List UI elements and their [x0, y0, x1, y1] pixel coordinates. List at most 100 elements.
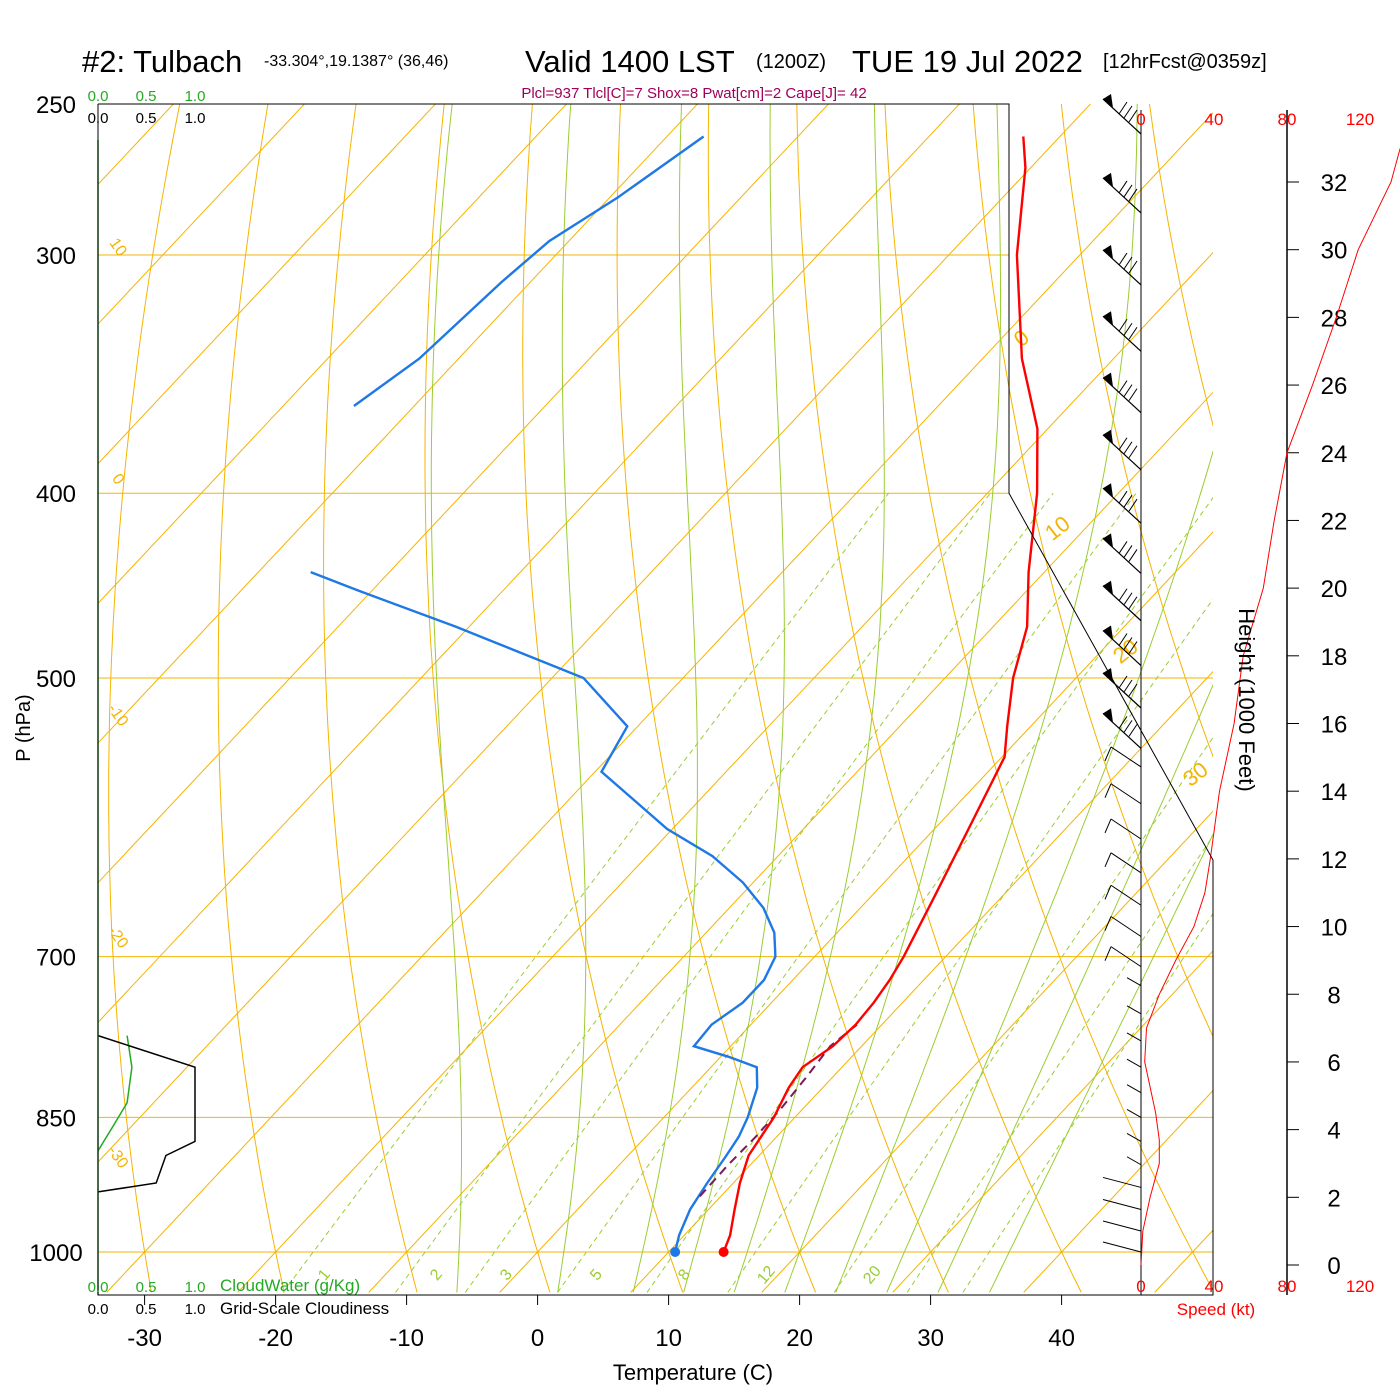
height-tick-label: 14 — [1321, 779, 1348, 806]
height-tick-label: 24 — [1321, 441, 1348, 468]
dry-adiabat — [108, 104, 181, 1293]
pressure-tick-label: 500 — [36, 666, 76, 693]
height-tick-label: 30 — [1321, 238, 1348, 265]
wind-barb-flag — [1103, 483, 1113, 498]
wind-barb-tick — [1118, 675, 1128, 689]
isotherm-line — [98, 104, 699, 744]
moist-adiabat — [989, 833, 1213, 1293]
wind-barb-staff — [1126, 1108, 1142, 1118]
cloudiness-tick-bottom: 0.5 — [136, 1301, 157, 1318]
wind-barb-staff — [1102, 672, 1142, 709]
wind-barb-flag — [1103, 708, 1113, 723]
wind-barb-flag — [1103, 429, 1113, 444]
wind-barb-tick — [1118, 180, 1128, 194]
mixing-ratio-line — [906, 835, 1213, 1293]
height-tick-label: 0 — [1327, 1253, 1340, 1280]
dry-adiabat — [707, 104, 949, 1293]
plot-frame — [97, 103, 1214, 1296]
wind-barb-tick — [1123, 637, 1133, 650]
wind-barb-tick — [1104, 946, 1112, 961]
wind-barb-staff — [1102, 377, 1142, 414]
dry-adiabat-label: -20 — [104, 923, 131, 952]
isotherm-line — [98, 104, 830, 884]
wind-barb — [1102, 1176, 1142, 1188]
wind-barb-tick — [1128, 641, 1138, 654]
moist-adiabat — [835, 104, 1138, 1293]
wind-barb-staff — [1102, 712, 1142, 749]
pressure-tick-label: 400 — [36, 481, 76, 508]
cloudiness-tick-top: 1.0 — [185, 110, 206, 127]
wind-barb-tick — [1123, 184, 1133, 198]
wind-barb-tick — [1123, 441, 1133, 455]
isotherm-line — [237, 251, 1213, 1293]
wind-barb — [1104, 818, 1142, 840]
moist-adiabat — [430, 104, 462, 1293]
valid-time: Valid 1400 LST — [525, 44, 735, 79]
wind-barb — [1102, 94, 1142, 135]
sounding-profiles — [310, 135, 1039, 1257]
wind-barb — [1104, 916, 1142, 937]
wind-barb — [1102, 372, 1142, 414]
wind-barb — [1126, 1032, 1142, 1042]
temperature-tick-label: 40 — [1048, 1325, 1075, 1352]
isotherm-line — [98, 104, 437, 465]
wind-barb-staff — [1110, 852, 1142, 874]
temperature-tick-label: -20 — [258, 1325, 293, 1352]
wind-barb-flag — [1103, 311, 1113, 326]
wind-barb-staff — [1126, 1005, 1142, 1015]
wind-barb-tick — [1128, 724, 1138, 737]
cloudwater-tick-top: 0.0 — [88, 88, 109, 105]
cloudiness-tick-bottom: 1.0 — [185, 1301, 206, 1318]
cloudwater-tick-bottom: 0.5 — [136, 1279, 157, 1296]
surface-dewpoint-dot — [670, 1247, 681, 1257]
temperature-tick-label: -10 — [389, 1325, 424, 1352]
wind-barb-staff — [1102, 1176, 1142, 1188]
moist-adiabat — [632, 104, 698, 1293]
wind-barb-staff — [1126, 1084, 1142, 1094]
height-tick-label: 8 — [1327, 982, 1340, 1009]
wind-barb — [1126, 1108, 1142, 1118]
temperature-tick-label: 10 — [655, 1325, 682, 1352]
isotherm-line — [1154, 1229, 1213, 1293]
mixing-ratio-label: 5 — [587, 1266, 606, 1284]
wind-barb-staff — [1102, 487, 1142, 524]
wind-barb — [1102, 483, 1142, 524]
station-coords: -33.304°,19.1387° (36,46) — [264, 53, 448, 70]
pressure-tick-label: 300 — [36, 243, 76, 270]
wind-barb — [1102, 580, 1142, 622]
speed-tick-top: 80 — [1278, 110, 1297, 129]
wind-barb-staff — [1102, 585, 1142, 622]
mixing-ratio-line — [833, 736, 1213, 1293]
wind-barb-tick — [1118, 252, 1128, 266]
isotherm-line — [98, 104, 1092, 1163]
cloudwater-line — [97, 1035, 133, 1152]
isotherm-label: 10 — [1040, 511, 1075, 546]
wind-barb-staff — [1126, 1032, 1142, 1042]
speed-tick-top: 0 — [1136, 110, 1145, 129]
sounding-indices: Plcl=937 Tlcl[C]=7 Shox=8 Pwat[cm]=2 Cap… — [521, 85, 866, 102]
wind-barb — [1104, 884, 1142, 906]
height-tick-label: 12 — [1321, 847, 1348, 874]
wind-barb-staff — [1102, 177, 1142, 214]
station-title: #2: Tulbach — [82, 44, 242, 79]
wind-barb-tick — [1118, 437, 1128, 451]
wind-barb-staff — [1102, 1220, 1142, 1232]
wind-barb — [1126, 1084, 1142, 1094]
wind-speed-line — [1140, 148, 1400, 1266]
wind-barb-tick — [1123, 384, 1133, 397]
wind-barb-staff — [1102, 630, 1142, 666]
dry-adiabat-label: -30 — [104, 1143, 131, 1172]
wind-barb — [1126, 1058, 1142, 1068]
wind-barb — [1102, 668, 1142, 709]
wind-barb-tick — [1118, 633, 1128, 646]
wind-barb-staff — [1110, 746, 1142, 768]
wind-barb — [1102, 625, 1142, 666]
wind-barb-staff — [1126, 1058, 1142, 1068]
wind-barb-flag — [1103, 372, 1113, 387]
wind-barb — [1126, 1132, 1142, 1142]
surface-temperature-dot — [718, 1247, 729, 1257]
wind-barb-tick — [1118, 588, 1128, 602]
isotherm-line — [761, 810, 1213, 1293]
wind-barb — [1102, 244, 1142, 286]
